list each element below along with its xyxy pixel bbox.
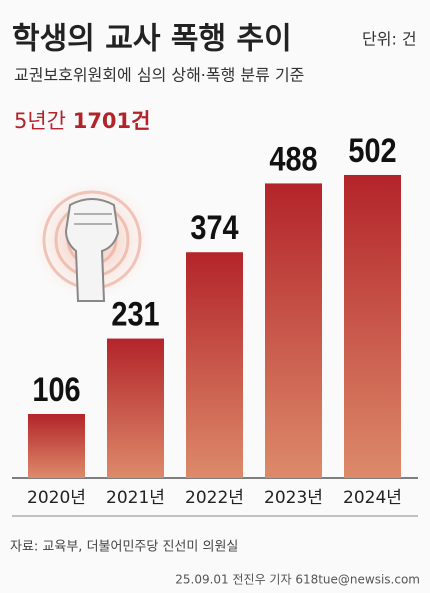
x-tick-label: 2022년 (185, 488, 244, 508)
chart-title: 학생의 교사 폭행 추이 (12, 22, 292, 57)
x-tick-label: 2023년 (264, 488, 323, 508)
fist-icon (32, 180, 152, 302)
x-tick-label: 2024년 (343, 488, 402, 508)
unit: 단위: 건 (362, 30, 417, 49)
source: 자료: 교육부, 더불어민주당 진선미 의원실 (10, 540, 238, 555)
value-label: 488 (269, 139, 317, 178)
value-label: 502 (348, 131, 396, 170)
bar (265, 183, 322, 478)
credit: 25.09.01 전진우 기자 618tue@newsis.com (175, 573, 420, 587)
x-tick-label: 2020년 (27, 488, 86, 508)
bar (107, 338, 164, 478)
value-label: 231 (111, 294, 159, 333)
subtitle: 교권보호위원회에 심의 상해·폭행 분류 기준 (14, 66, 304, 85)
bar (344, 174, 401, 478)
total-value: 1701건 (73, 109, 151, 133)
value-label: 374 (190, 208, 239, 247)
total-prefix: 5년간 (14, 109, 66, 133)
total-annotation: 5년간 1701건 (14, 109, 150, 133)
bar (28, 414, 85, 478)
bar (186, 252, 243, 478)
value-label: 106 (32, 370, 80, 409)
x-tick-label: 2021년 (106, 488, 165, 508)
